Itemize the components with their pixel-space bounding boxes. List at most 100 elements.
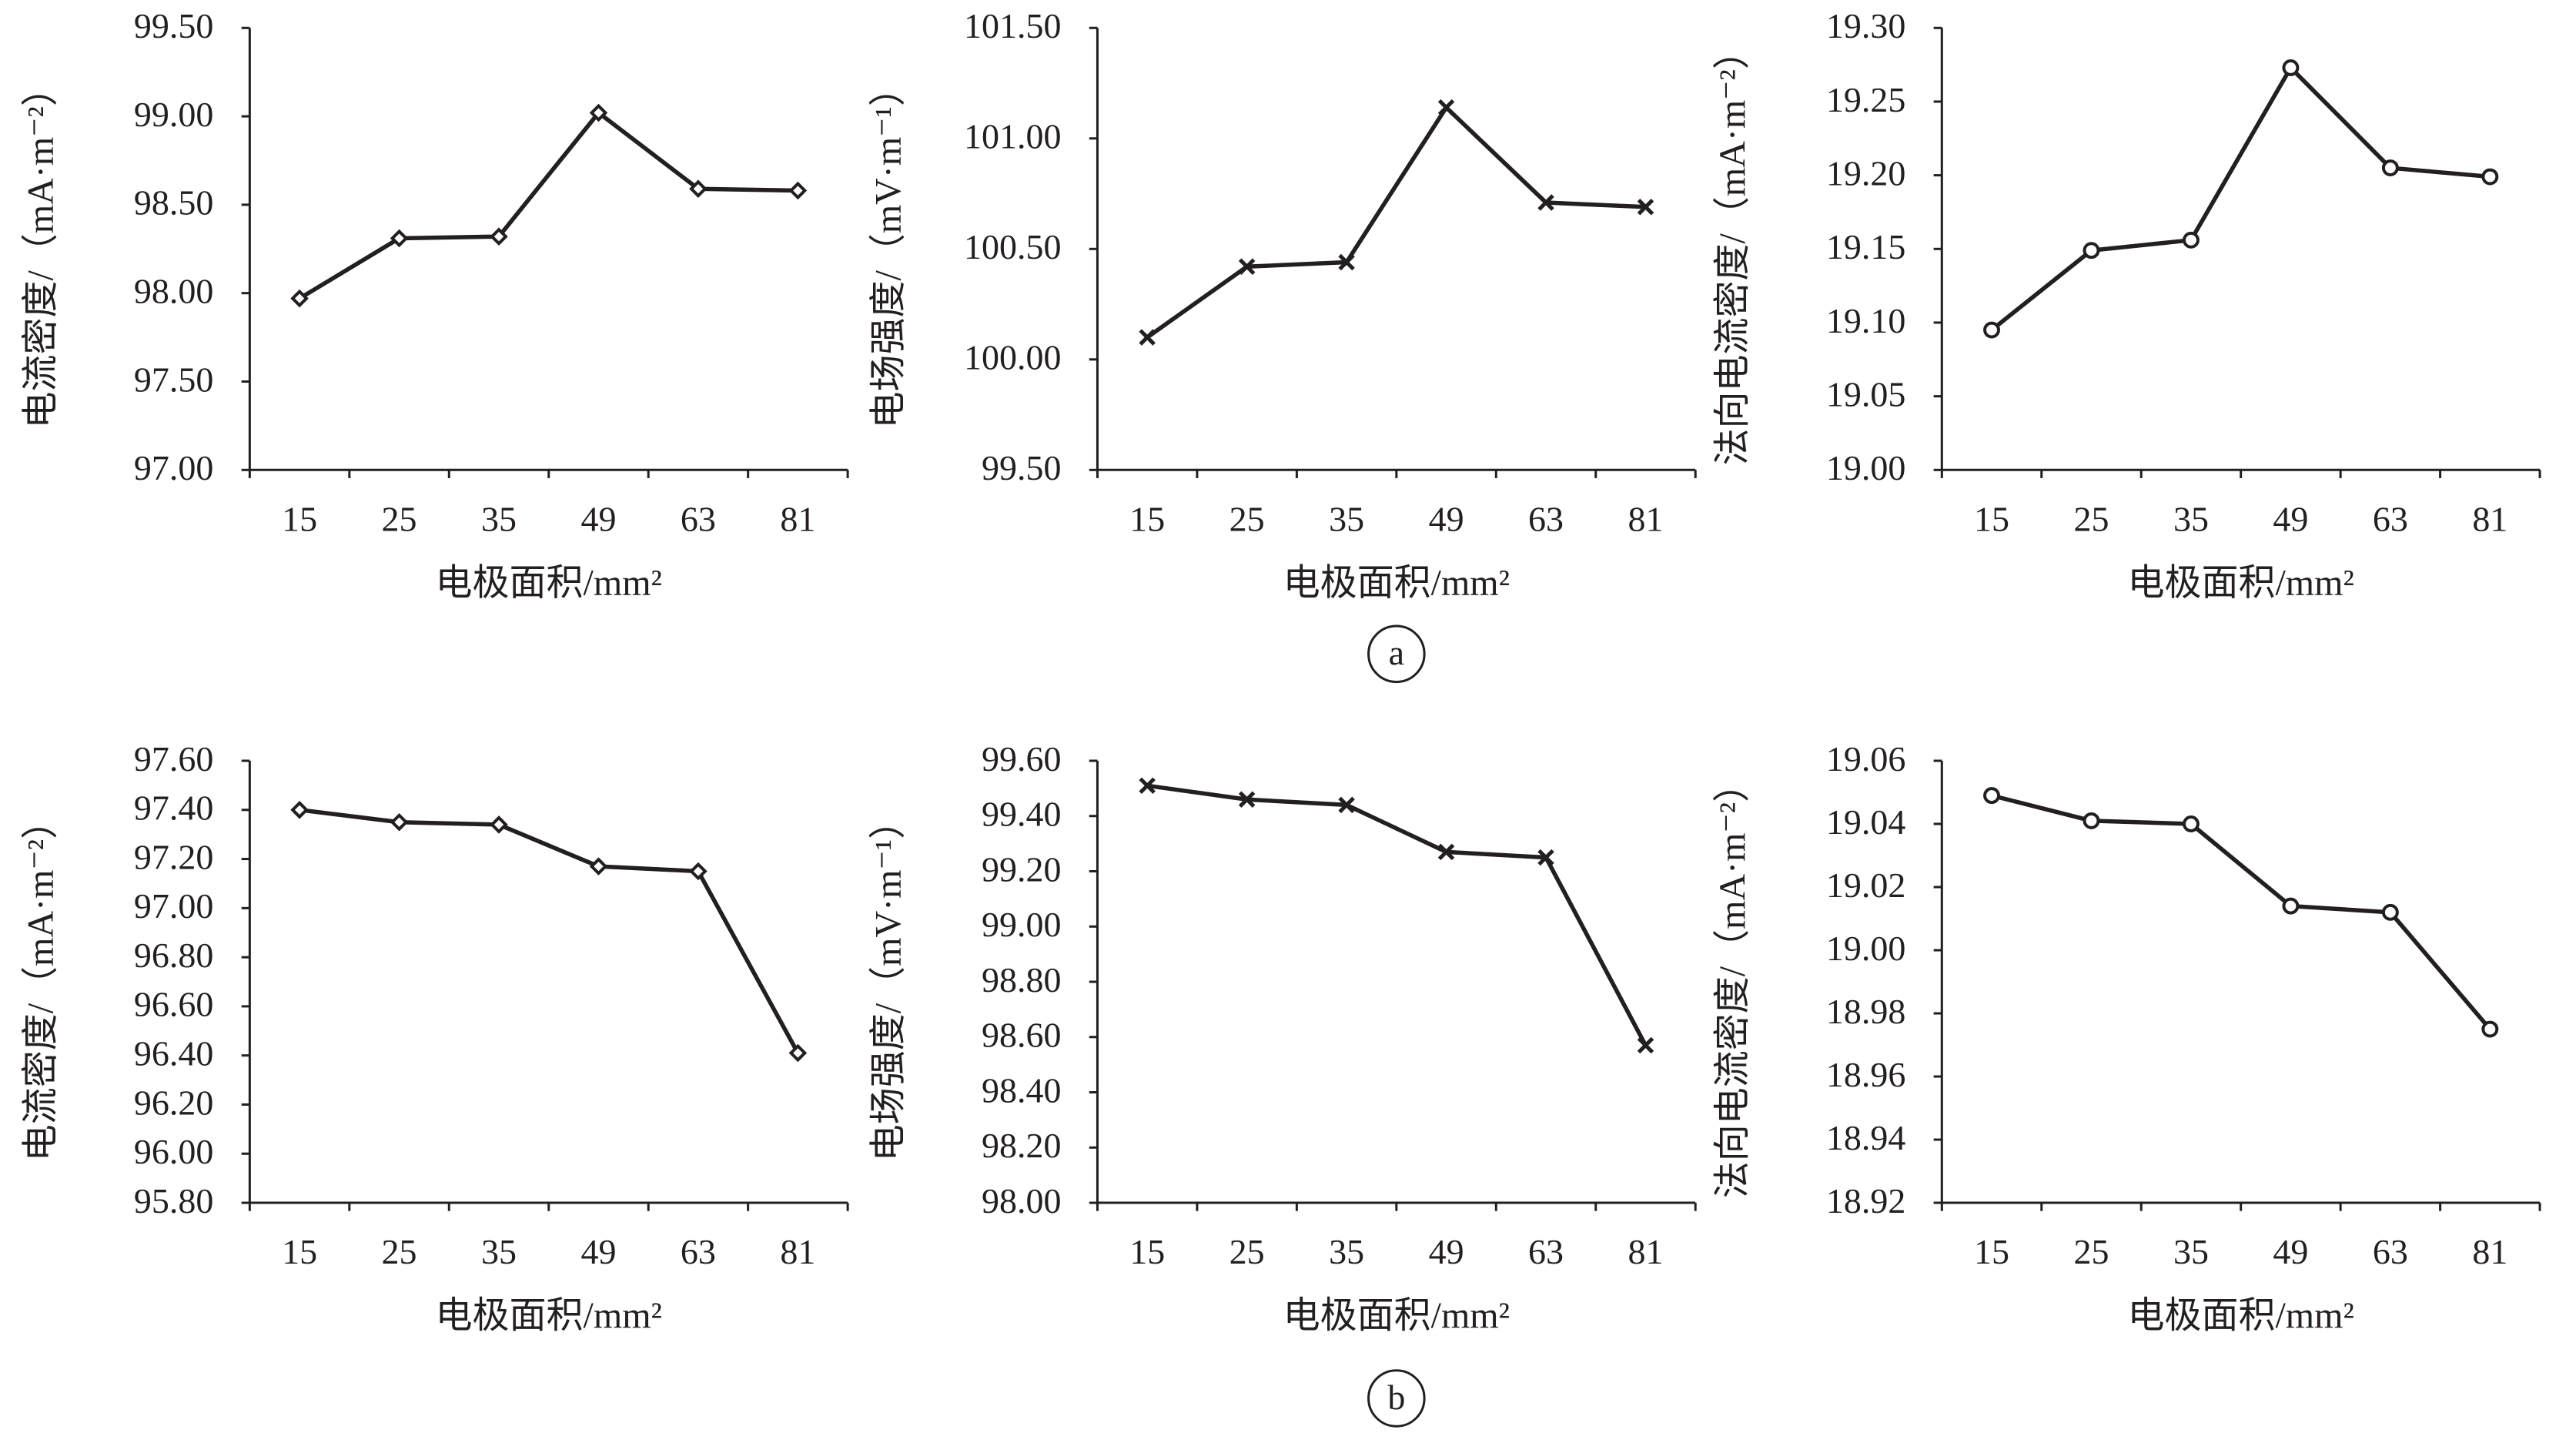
chart-b-3: 18.92 18.94 18.96 18.98 19.00 19.02 19.04 19.06…: [1712, 739, 2541, 1336]
chart-a-1: 97.00 97.50 98.00 98.50 99.00 99.50 15 25 35 49 63…: [20, 6, 849, 603]
x-axis-title: 电极面积/mm²: [1283, 562, 1510, 603]
y-tick-label: 99.50: [982, 448, 1062, 487]
y-tick-label: 100.00: [964, 338, 1062, 377]
data-point-x: [1437, 99, 1455, 116]
panel-label-circle: [1367, 1369, 1426, 1428]
data-point-diamond: [589, 103, 608, 122]
y-tick-label: 99.00: [134, 95, 214, 134]
x-tick-label: 63: [1528, 1232, 1564, 1271]
x-tick-label: 81: [2472, 1232, 2507, 1271]
y-tick-label: 99.00: [982, 905, 1062, 944]
data-point-diamond: [689, 179, 708, 199]
y-tick-label: 19.00: [1826, 929, 1906, 968]
y-tick-label: 98.40: [982, 1070, 1062, 1110]
x-axis-title: 电极面积/mm²: [436, 1295, 662, 1336]
y-tick-label: 97.60: [134, 739, 214, 778]
data-point-diamond: [290, 289, 309, 308]
x-axis-title: 电极面积/mm²: [436, 562, 662, 603]
y-axis-title: 电场强度/（mV·m⁻¹）: [868, 802, 908, 1161]
y-tick-label: 19.05: [1826, 374, 1906, 413]
x-tick-label: 49: [2273, 1232, 2308, 1271]
x-tick-label: 81: [780, 499, 815, 538]
y-tick-label: 19.20: [1826, 153, 1906, 193]
y-tick-label: 99.20: [982, 849, 1062, 889]
x-tick-label: 15: [1974, 1232, 2009, 1271]
y-tick-label: 97.00: [134, 448, 214, 487]
y-tick-label: 99.60: [982, 739, 1062, 778]
y-axis-title: 电流密度/（mA·m⁻²）: [20, 69, 61, 428]
x-tick-label: 81: [1628, 1232, 1663, 1271]
data-point-circle: [2182, 815, 2200, 832]
x-tick-label: 49: [580, 499, 616, 538]
data-point-circle: [2182, 231, 2200, 249]
x-tick-label: 15: [1129, 499, 1165, 538]
data-point-diamond: [290, 800, 309, 819]
series-line: [1991, 793, 2492, 1031]
panel-label-b: b: [1367, 1369, 1426, 1428]
data-point-circle: [2381, 903, 2399, 921]
data-point-x: [1537, 849, 1554, 866]
x-tick-label: 81: [780, 1232, 815, 1271]
data-point-diamond: [490, 815, 508, 834]
x-tick-label: 15: [1974, 499, 2009, 538]
x-tick-label: 35: [2173, 499, 2209, 538]
x-axis-title: 电极面积/mm²: [1283, 1295, 1510, 1336]
y-tick-label: 96.20: [134, 1083, 214, 1122]
x-tick-label: 35: [481, 1232, 517, 1271]
x-tick-label: 25: [2073, 1232, 2109, 1271]
data-point-circle: [1983, 321, 2000, 339]
data-point-x: [1637, 199, 1654, 216]
data-point-x: [1338, 253, 1355, 271]
y-tick-label: 18.98: [1826, 992, 1906, 1031]
y-tick-label: 98.50: [134, 183, 214, 223]
data-point-x: [1338, 796, 1355, 814]
x-tick-label: 35: [481, 499, 517, 538]
data-point-x: [1238, 258, 1256, 275]
y-tick-label: 19.25: [1826, 80, 1906, 119]
x-tick-label: 25: [1229, 499, 1265, 538]
data-point-x: [1238, 791, 1256, 808]
x-tick-label: 15: [282, 1232, 317, 1271]
y-axis-title: 法向电流密度/（mA·m⁻²）: [1712, 765, 1753, 1198]
x-tick-label: 25: [1229, 1232, 1265, 1271]
chart-b-2: 98.00 98.20 98.40 98.60 98.80 99.00 99.20 99.40…: [868, 739, 1697, 1336]
y-tick-label: 18.96: [1826, 1055, 1906, 1094]
series-line: [1990, 65, 2491, 332]
x-tick-label: 49: [1429, 499, 1464, 538]
y-tick-label: 97.50: [134, 360, 214, 399]
x-tick-label: 49: [1429, 1232, 1464, 1271]
y-tick-label: 101.00: [964, 117, 1062, 156]
data-point-circle: [2282, 897, 2300, 915]
x-tick-label: 35: [2173, 1232, 2209, 1271]
x-tick-label: 49: [2273, 499, 2308, 538]
x-tick-label: 63: [681, 499, 716, 538]
data-point-x: [1637, 1036, 1654, 1054]
series-line: [1146, 105, 1646, 340]
chart-a-2: 99.50 100.00 100.50 101.00 101.50 15 25 35 49 63 8…: [868, 6, 1697, 603]
y-tick-label: 98.20: [982, 1126, 1062, 1165]
data-point-diamond: [390, 812, 409, 832]
x-tick-label: 63: [1528, 499, 1564, 538]
y-tick-label: 101.50: [964, 6, 1062, 45]
x-tick-label: 15: [282, 499, 317, 538]
data-point-diamond: [490, 227, 508, 246]
x-axis-title: 电极面积/mm²: [2127, 1295, 2354, 1336]
chart-b-1: 95.80 96.00 96.20 96.40 96.60 96.80 97.00 97.20…: [20, 739, 849, 1336]
data-point-diamond: [788, 181, 808, 200]
panel-label-text: a: [1389, 633, 1404, 672]
x-tick-label: 25: [382, 1232, 417, 1271]
x-tick-label: 49: [580, 1232, 616, 1271]
series-line: [299, 808, 800, 1054]
x-tick-label: 35: [1329, 499, 1364, 538]
y-tick-label: 95.80: [134, 1181, 214, 1220]
data-point-x: [1139, 329, 1156, 346]
data-point-circle: [2481, 168, 2499, 186]
y-tick-label: 96.80: [134, 936, 214, 975]
data-point-circle: [2381, 159, 2399, 177]
y-tick-label: 100.50: [964, 227, 1062, 266]
y-tick-label: 97.00: [134, 886, 214, 926]
y-tick-label: 96.00: [134, 1132, 214, 1171]
y-tick-label: 18.94: [1826, 1118, 1906, 1157]
data-point-x: [1537, 194, 1554, 211]
